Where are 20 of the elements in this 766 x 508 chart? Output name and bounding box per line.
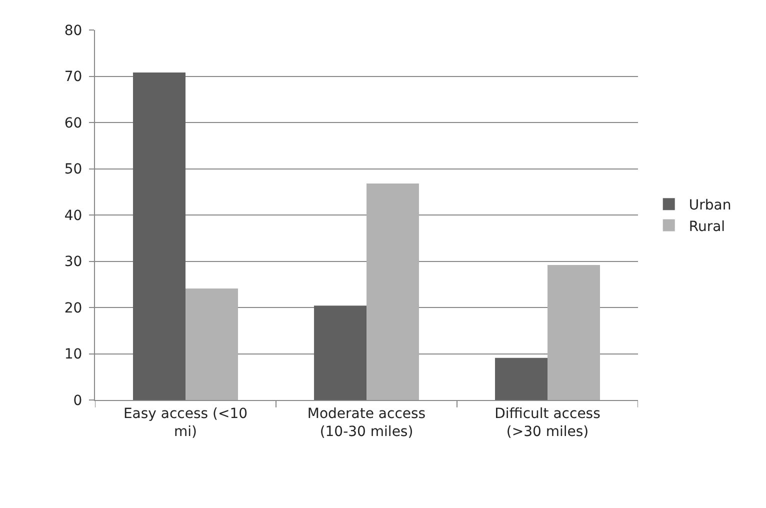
legend-label: Urban (688, 198, 732, 214)
bar (548, 264, 600, 400)
x-tick-label: Easy access (<10 mi) (123, 406, 248, 440)
y-tick-label: 60 (64, 115, 82, 132)
legend-label: Rural (688, 218, 726, 235)
x-tick-label: Difficult access (>30 miles) (494, 406, 600, 440)
bar (366, 184, 419, 400)
y-tick-label: 40 (64, 208, 82, 224)
x-tick-label: Moderate access (10-30 miles) (307, 406, 426, 440)
bar (314, 306, 366, 400)
bar (133, 72, 186, 400)
y-tick-label: 80 (64, 22, 82, 39)
bar (186, 288, 238, 400)
y-tick-label: 0 (73, 392, 82, 409)
bar (495, 358, 548, 400)
y-tick-label: 50 (64, 162, 82, 178)
y-tick-label: 30 (64, 254, 82, 270)
y-tick-label: 70 (64, 69, 82, 86)
y-tick-label: 20 (64, 300, 82, 316)
y-tick-label: 10 (64, 346, 82, 363)
